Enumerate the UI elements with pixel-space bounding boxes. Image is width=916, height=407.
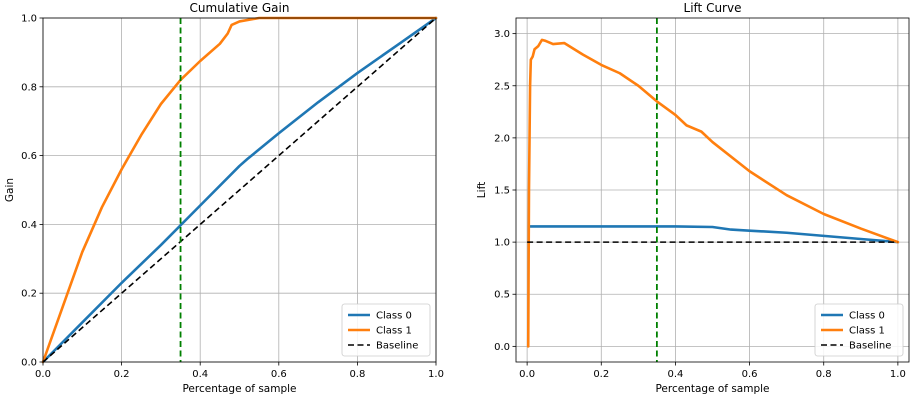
y-tick-label: 0.2: [21, 289, 37, 300]
series-lines: [526, 18, 900, 362]
y-tick-label: 1.5: [494, 186, 510, 197]
x-tick-label: 0.2: [593, 369, 609, 380]
y-tick-label: 0.6: [21, 151, 37, 162]
y-tick-label: 1.0: [21, 14, 37, 25]
y-tick-label: 0.8: [21, 82, 37, 93]
legend: Class 0 Class 1 Baseline: [814, 303, 904, 357]
lift-curve-chart: 0.0 0.2 0.4 0.6 0.8 1.00.00.51.01.52.02.53.0 …: [476, 1, 910, 395]
x-axis-label: Percentage of sample: [655, 383, 769, 395]
legend-entry-label: Class 0: [376, 311, 412, 322]
plot-frame: [42, 17, 437, 363]
x-tick-label: 1.0: [890, 369, 906, 380]
series-line-class-0: [41, 16, 438, 364]
legend-box: [814, 303, 904, 357]
gridlines: [42, 17, 437, 363]
axis-ticks: 0.0 0.2 0.4 0.6 0.8 1.0 0.0 0.5 1.0 1.5 2.0 2.5 3.0: [494, 29, 906, 380]
y-tick-label: 0.0: [494, 342, 510, 353]
legend-entry-label: Class 0: [849, 311, 885, 322]
x-tick-label: 0.2: [114, 369, 130, 380]
y-tick-label: 1.0: [494, 238, 510, 249]
x-tick-label: 0.6: [742, 369, 758, 380]
legend-entry-label: Baseline: [849, 341, 891, 352]
x-tick-label: 1.0: [428, 369, 444, 380]
x-tick-label: 0.4: [667, 369, 683, 380]
y-tick-label: 0.5: [494, 290, 510, 301]
x-tick-label: 0.8: [349, 369, 365, 380]
x-tick-label: 0.0: [35, 369, 51, 380]
x-tick-label: 0.4: [192, 369, 208, 380]
legend-entry-label: Class 1: [849, 326, 885, 337]
x-axis-label: Percentage of sample: [182, 383, 296, 395]
y-tick-label: 2.0: [494, 133, 510, 144]
y-axis-label: Lift: [476, 182, 488, 198]
legend-box: [341, 303, 431, 357]
y-tick-label: 2.5: [494, 81, 510, 92]
y-tick-label: 0.0: [21, 358, 37, 369]
x-tick-label: 0.6: [271, 369, 287, 380]
x-tick-label: 0.0: [519, 369, 535, 380]
legend: Class 0 Class 1 Baseline: [341, 303, 431, 357]
chart-title: Cumulative Gain: [190, 1, 290, 15]
chart-title: Lift Curve: [684, 1, 742, 15]
y-tick-label: 3.0: [494, 29, 510, 40]
series-line-class-0: [527, 225, 900, 244]
legend-entry-label: Class 1: [376, 326, 412, 337]
series-line-baseline: [42, 17, 437, 363]
axis-ticks: 0.0 0.2 0.4 0.6 0.8 1.0 0.0 0.2 0.4 0.6 0.8 1.0: [21, 14, 444, 381]
cumulative-gain-chart: 0.0 0.2 0.4 0.6 0.8 1.0 0.0 0.2 0.4 0.6 0.8 1.0 Cum…: [4, 1, 444, 395]
y-axis-label: Gain: [4, 178, 16, 202]
x-tick-label: 0.8: [816, 369, 832, 380]
legend-entry-label: Baseline: [376, 341, 418, 352]
series-line-class-1: [526, 38, 900, 348]
y-tick-label: 0.4: [21, 220, 37, 231]
